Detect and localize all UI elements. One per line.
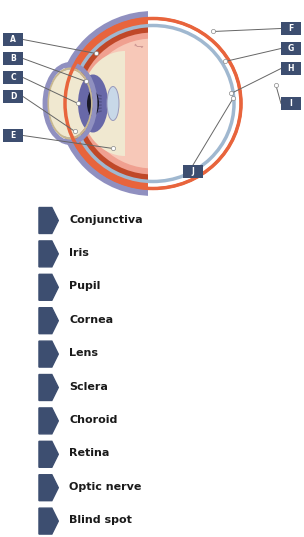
Text: I: I — [19, 483, 22, 493]
Ellipse shape — [85, 39, 221, 169]
Text: D: D — [10, 92, 16, 101]
Text: Optic nerve: Optic nerve — [69, 482, 141, 492]
Text: C: C — [17, 282, 24, 292]
Text: Lens: Lens — [69, 349, 98, 358]
Text: J: J — [192, 167, 195, 176]
Ellipse shape — [107, 86, 119, 120]
FancyBboxPatch shape — [281, 97, 301, 110]
Text: I: I — [290, 99, 292, 108]
Polygon shape — [39, 241, 58, 267]
Text: Retina: Retina — [69, 448, 109, 459]
FancyBboxPatch shape — [183, 165, 203, 178]
Text: G: G — [288, 44, 294, 53]
Bar — [148, 4, 304, 204]
Text: A: A — [10, 35, 16, 44]
FancyBboxPatch shape — [3, 52, 23, 65]
FancyBboxPatch shape — [3, 71, 23, 84]
Polygon shape — [39, 441, 58, 467]
Ellipse shape — [87, 91, 99, 117]
Text: Iris: Iris — [69, 248, 89, 258]
Polygon shape — [231, 76, 286, 107]
Polygon shape — [231, 96, 286, 113]
Text: D: D — [16, 316, 25, 326]
Text: E: E — [17, 349, 24, 359]
Ellipse shape — [73, 26, 233, 180]
Polygon shape — [39, 408, 58, 434]
Ellipse shape — [49, 69, 91, 137]
Text: F: F — [288, 24, 294, 33]
Text: H: H — [16, 449, 25, 459]
Ellipse shape — [65, 18, 241, 188]
Text: G: G — [16, 416, 25, 426]
Polygon shape — [39, 274, 58, 300]
Text: Conjunctiva: Conjunctiva — [69, 215, 143, 224]
Text: Sclera: Sclera — [69, 382, 108, 391]
Polygon shape — [39, 207, 58, 234]
Text: B: B — [10, 54, 16, 63]
Ellipse shape — [79, 33, 227, 175]
FancyBboxPatch shape — [3, 33, 23, 46]
Ellipse shape — [81, 51, 169, 156]
FancyBboxPatch shape — [281, 62, 301, 75]
FancyBboxPatch shape — [3, 129, 23, 142]
FancyBboxPatch shape — [3, 90, 23, 103]
Polygon shape — [39, 475, 58, 500]
Text: C: C — [10, 73, 16, 82]
Text: Blind spot: Blind spot — [69, 516, 132, 525]
Bar — [125, 48, 215, 158]
Text: F: F — [17, 382, 24, 393]
Polygon shape — [39, 374, 58, 401]
Polygon shape — [39, 508, 58, 534]
Text: J: J — [19, 516, 22, 526]
Text: Pupil: Pupil — [69, 281, 100, 292]
FancyBboxPatch shape — [281, 22, 301, 35]
Ellipse shape — [78, 75, 108, 133]
Polygon shape — [39, 341, 58, 367]
Polygon shape — [39, 308, 58, 333]
Text: B: B — [16, 249, 25, 259]
Text: Cornea: Cornea — [69, 315, 113, 325]
Text: H: H — [288, 64, 294, 73]
Text: Choroid: Choroid — [69, 415, 117, 425]
Text: A: A — [16, 215, 25, 226]
Text: E: E — [10, 131, 16, 140]
FancyBboxPatch shape — [281, 42, 301, 55]
